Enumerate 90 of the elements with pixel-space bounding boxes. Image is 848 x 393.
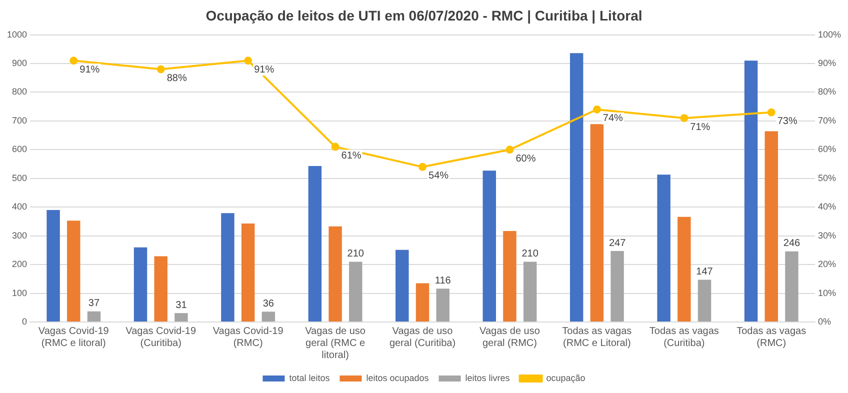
bar: [657, 174, 670, 322]
y-tick-label: 200: [12, 259, 28, 270]
y2-tick-label: 0%: [818, 316, 831, 326]
y-tick-label: 0: [22, 316, 28, 326]
bar: [67, 220, 80, 322]
bar: [328, 226, 342, 322]
x-tick-label: Vagas Covid-19 (RMC e litoral): [38, 326, 110, 349]
point: [680, 114, 688, 122]
data-label: 88%: [166, 73, 187, 84]
data-label: 36: [262, 298, 274, 310]
data-label: 147: [696, 266, 714, 278]
bar: [87, 311, 101, 322]
data-label: 210: [522, 248, 539, 260]
bar: [308, 166, 322, 322]
legend-label: leitos ocupados: [366, 372, 430, 383]
bar: [262, 312, 276, 322]
y-tick-label: 700: [12, 115, 28, 126]
data-label: 210: [347, 248, 364, 260]
bar: [698, 280, 712, 322]
y-tick-label: 500: [12, 172, 28, 183]
point: [506, 146, 514, 154]
bar: [482, 170, 496, 322]
bar: [523, 262, 537, 322]
y2-tick-label: 20%: [818, 259, 836, 270]
y-tick-label: 1000: [6, 29, 28, 40]
bar: [503, 230, 516, 322]
bar: [436, 288, 450, 322]
x-tick-label: Vagas de uso geral (RMC e litoral): [305, 326, 366, 361]
bar: [221, 213, 234, 322]
x-tick-label: Todas as vagas (RMC): [736, 326, 806, 349]
data-label: 31: [176, 300, 188, 311]
point: [418, 162, 426, 171]
y-tick-label: 300: [12, 230, 28, 240]
data-label: 247: [608, 238, 626, 249]
y2-tick-label: 10%: [818, 288, 836, 298]
y-tick-label: 400: [12, 202, 28, 212]
point: [331, 142, 340, 151]
y-tick-label: 100: [12, 288, 28, 298]
bar: [610, 251, 624, 322]
x-tick-label: Todas as vagas (RMC e Litoral): [562, 326, 632, 349]
point: [592, 105, 601, 114]
x-tick-label: Vagas Covid-19 (RMC): [212, 326, 284, 349]
legend-label: ocupação: [546, 372, 586, 383]
bar: [416, 283, 430, 322]
x-tick-label: Todas as vagas (Curitiba): [649, 326, 719, 349]
data-label: 116: [434, 275, 452, 286]
bar: [678, 216, 691, 322]
data-label: 60%: [516, 153, 536, 164]
y-tick-label: 800: [12, 86, 28, 97]
data-label: 37: [88, 298, 100, 310]
bar: [174, 313, 188, 322]
point: [70, 56, 78, 65]
bar: [570, 53, 584, 322]
chart-title: Ocupação de leitos de UTI em 06/07/2020 - RMC | Curitiba | Litoral: [206, 7, 642, 24]
point: [156, 65, 165, 74]
legend-label: total leitos: [289, 372, 330, 383]
bar: [764, 131, 778, 322]
bar: [396, 250, 409, 322]
bar: [785, 251, 798, 322]
x-tick-label: Vagas Covid-19 (Curitiba): [126, 326, 196, 349]
y2-tick-label: 70%: [818, 115, 836, 126]
bar: [46, 210, 60, 322]
point: [244, 56, 252, 65]
y2-tick-label: 30%: [818, 230, 836, 240]
bar: [154, 256, 168, 322]
y-tick-label: 600: [12, 144, 28, 154]
data-label: 74%: [602, 113, 624, 124]
x-tick-label: Vagas de uso geral (Curitiba): [389, 326, 456, 349]
data-label: 91%: [254, 64, 274, 76]
y2-tick-label: 100%: [818, 29, 842, 40]
bar: [590, 124, 604, 322]
data-label: 61%: [341, 150, 362, 162]
bar: [134, 247, 148, 322]
bar: [349, 262, 362, 322]
bar: [744, 60, 758, 322]
data-label: 73%: [777, 116, 798, 128]
y-tick-label: 900: [12, 58, 28, 68]
data-label: 246: [783, 238, 801, 250]
data-label: 54%: [428, 170, 449, 182]
bar: [241, 223, 255, 322]
data-label: 91%: [80, 64, 100, 76]
data-label: 71%: [690, 122, 710, 133]
legend-label: leitos livres: [465, 372, 510, 383]
x-tick-label: Vagas de uso geral (RMC): [480, 326, 540, 349]
y2-tick-label: 60%: [818, 144, 836, 154]
y2-tick-label: 40%: [818, 202, 836, 212]
y2-tick-label: 50%: [818, 172, 836, 183]
y2-tick-label: 80%: [818, 86, 836, 97]
point: [767, 108, 776, 116]
y2-tick-label: 90%: [818, 58, 836, 68]
